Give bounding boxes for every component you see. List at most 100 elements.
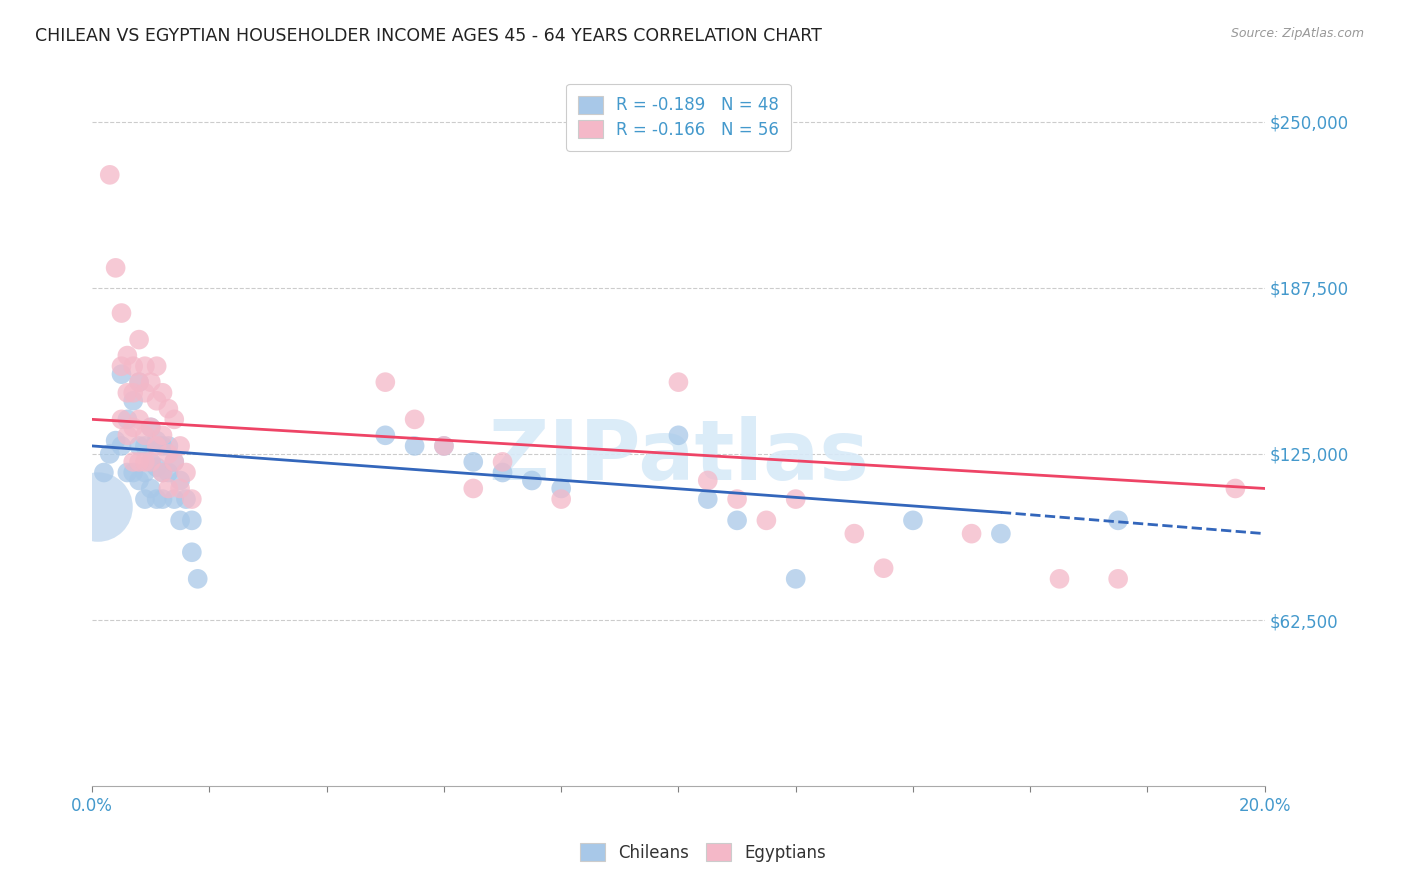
Point bbox=[134, 359, 156, 374]
Point bbox=[128, 375, 150, 389]
Point bbox=[110, 367, 132, 381]
Legend: R = -0.189   N = 48, R = -0.166   N = 56: R = -0.189 N = 48, R = -0.166 N = 56 bbox=[567, 84, 790, 151]
Point bbox=[110, 412, 132, 426]
Point bbox=[128, 455, 150, 469]
Point bbox=[157, 447, 180, 461]
Point bbox=[668, 375, 690, 389]
Point bbox=[433, 439, 456, 453]
Point bbox=[157, 466, 180, 480]
Point bbox=[725, 513, 748, 527]
Text: ZIPatlas: ZIPatlas bbox=[488, 416, 869, 497]
Point bbox=[169, 439, 191, 453]
Point bbox=[990, 526, 1012, 541]
Point bbox=[169, 513, 191, 527]
Point bbox=[463, 482, 485, 496]
Point bbox=[433, 439, 456, 453]
Point bbox=[134, 428, 156, 442]
Point bbox=[145, 439, 167, 453]
Point bbox=[374, 428, 396, 442]
Point bbox=[169, 482, 191, 496]
Point bbox=[110, 359, 132, 374]
Point bbox=[117, 412, 139, 426]
Point bbox=[128, 412, 150, 426]
Point bbox=[174, 492, 197, 507]
Point bbox=[960, 526, 983, 541]
Point bbox=[134, 439, 156, 453]
Point bbox=[117, 385, 139, 400]
Text: Source: ZipAtlas.com: Source: ZipAtlas.com bbox=[1230, 27, 1364, 40]
Point bbox=[139, 420, 162, 434]
Point bbox=[117, 428, 139, 442]
Point bbox=[122, 393, 145, 408]
Point bbox=[169, 474, 191, 488]
Point bbox=[844, 526, 866, 541]
Point bbox=[404, 439, 426, 453]
Point bbox=[93, 466, 115, 480]
Point bbox=[157, 439, 180, 453]
Point bbox=[145, 460, 167, 475]
Point bbox=[152, 385, 174, 400]
Point bbox=[117, 466, 139, 480]
Point bbox=[122, 466, 145, 480]
Point bbox=[152, 492, 174, 507]
Point bbox=[404, 412, 426, 426]
Point bbox=[128, 474, 150, 488]
Point bbox=[1225, 482, 1247, 496]
Point bbox=[139, 455, 162, 469]
Point bbox=[152, 466, 174, 480]
Point bbox=[122, 420, 145, 434]
Point bbox=[696, 492, 718, 507]
Point bbox=[128, 333, 150, 347]
Point bbox=[104, 260, 127, 275]
Point bbox=[180, 513, 202, 527]
Point bbox=[134, 492, 156, 507]
Point bbox=[122, 385, 145, 400]
Point bbox=[145, 359, 167, 374]
Point bbox=[128, 375, 150, 389]
Point bbox=[491, 466, 513, 480]
Point bbox=[163, 412, 186, 426]
Point bbox=[110, 439, 132, 453]
Point bbox=[901, 513, 924, 527]
Point bbox=[550, 482, 572, 496]
Point bbox=[145, 393, 167, 408]
Point bbox=[110, 306, 132, 320]
Point bbox=[163, 455, 186, 469]
Point bbox=[98, 168, 121, 182]
Point bbox=[98, 447, 121, 461]
Point bbox=[87, 500, 110, 514]
Point bbox=[117, 349, 139, 363]
Text: CHILEAN VS EGYPTIAN HOUSEHOLDER INCOME AGES 45 - 64 YEARS CORRELATION CHART: CHILEAN VS EGYPTIAN HOUSEHOLDER INCOME A… bbox=[35, 27, 823, 45]
Point bbox=[152, 466, 174, 480]
Point bbox=[696, 474, 718, 488]
Point bbox=[157, 401, 180, 416]
Point bbox=[163, 455, 186, 469]
Point bbox=[134, 466, 156, 480]
Point bbox=[157, 482, 180, 496]
Point bbox=[139, 482, 162, 496]
Point bbox=[668, 428, 690, 442]
Point bbox=[187, 572, 209, 586]
Point bbox=[152, 439, 174, 453]
Point bbox=[104, 434, 127, 448]
Point bbox=[145, 492, 167, 507]
Point bbox=[163, 492, 186, 507]
Point bbox=[1107, 572, 1129, 586]
Point bbox=[122, 455, 145, 469]
Point bbox=[520, 474, 543, 488]
Legend: Chileans, Egyptians: Chileans, Egyptians bbox=[572, 835, 834, 871]
Point bbox=[785, 492, 807, 507]
Point bbox=[139, 375, 162, 389]
Point bbox=[550, 492, 572, 507]
Point bbox=[1107, 513, 1129, 527]
Point bbox=[463, 455, 485, 469]
Point bbox=[872, 561, 894, 575]
Point bbox=[122, 359, 145, 374]
Point bbox=[139, 455, 162, 469]
Point bbox=[725, 492, 748, 507]
Point bbox=[180, 492, 202, 507]
Point bbox=[139, 420, 162, 434]
Point bbox=[374, 375, 396, 389]
Point bbox=[785, 572, 807, 586]
Point bbox=[145, 434, 167, 448]
